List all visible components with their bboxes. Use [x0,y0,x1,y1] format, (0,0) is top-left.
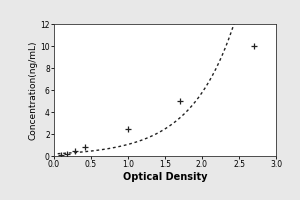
X-axis label: Optical Density: Optical Density [123,172,207,182]
Y-axis label: Concentration(ng/mL): Concentration(ng/mL) [28,40,38,140]
